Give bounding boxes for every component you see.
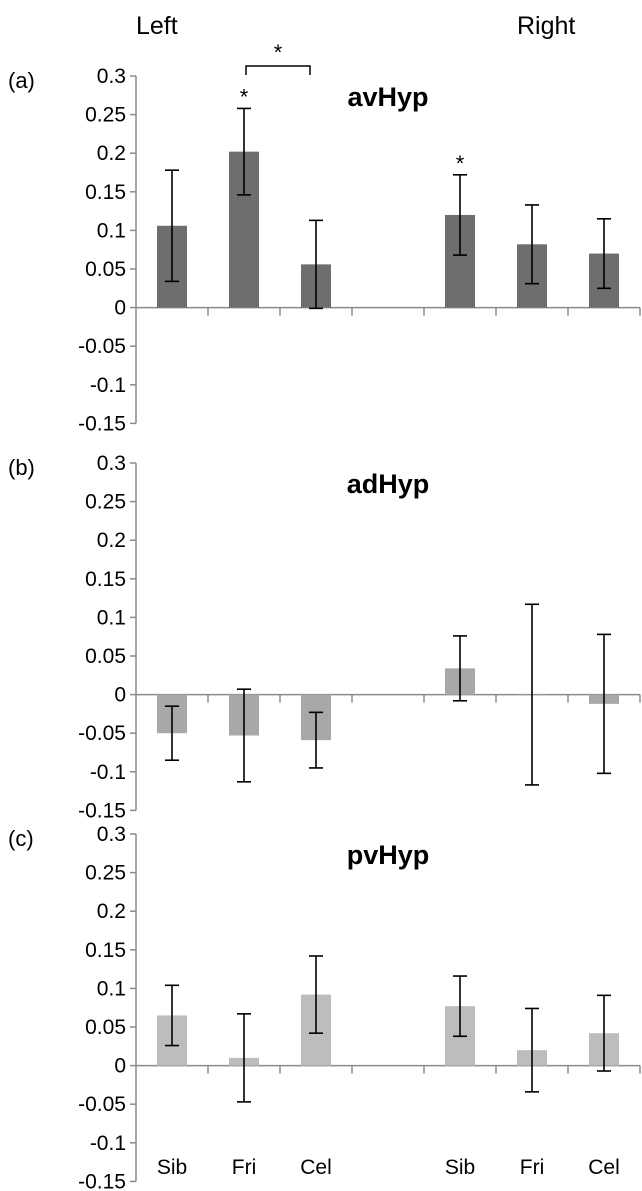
right-side-label: Right (517, 12, 575, 40)
y-tick-label: 0.2 (97, 900, 126, 923)
significance-bracket (245, 65, 311, 75)
chart-panels: (a) avHyp 0.3 0.25 0.2 0.15 0.1 0.05 0 -0.05 -0.1 -… (8, 40, 641, 1191)
y-tick-label: -0.15 (78, 1170, 126, 1191)
y-tick-label: 0.3 (97, 452, 126, 475)
y-tick-label: 0.1 (97, 977, 126, 1000)
y-tick-label: 0.3 (97, 823, 126, 846)
y-tick-label: -0.1 (90, 761, 126, 784)
y-tick-label: 0.05 (85, 258, 126, 281)
panel-title: pvHyp (347, 840, 430, 870)
y-tick-label: -0.15 (78, 412, 126, 435)
y-tick-label: 0.2 (97, 529, 126, 552)
y-tick-label: 0.05 (85, 645, 126, 668)
y-tick-label: 0 (114, 1055, 126, 1078)
y-tick-label: 0 (114, 684, 126, 707)
panel-label: (b) (8, 455, 35, 480)
category-label: Fri (232, 1156, 257, 1179)
y-tick-label: 0.3 (97, 65, 126, 88)
panel-pvHyp: (c) pvHyp 0.3 0.25 0.2 0.15 0.1 0.05 0 -0.05 -0.1 -… (8, 823, 641, 1191)
panel-adHyp: (b) adHyp 0.3 0.25 0.2 0.15 0.1 0.05 0 -0.05 -0.1 -… (8, 452, 641, 822)
y-tick-label: 0.2 (97, 142, 126, 165)
y-tick-label: 0.15 (85, 568, 126, 591)
y-tick-label: 0.25 (85, 862, 126, 885)
significance-star: * (274, 40, 283, 65)
category-label: Cel (300, 1156, 332, 1179)
y-tick-label: -0.1 (90, 374, 126, 397)
y-tick-label: 0.1 (97, 606, 126, 629)
category-label: Cel (588, 1156, 620, 1179)
panel-title: avHyp (347, 82, 428, 112)
significance-star: * (240, 84, 249, 109)
y-tick-label: 0.25 (85, 491, 126, 514)
panel-title: adHyp (347, 469, 430, 499)
y-tick-label: 0.25 (85, 104, 126, 127)
y-tick-label: 0.1 (97, 219, 126, 242)
y-tick-label: -0.1 (90, 1132, 126, 1155)
y-tick-label: -0.05 (78, 335, 126, 358)
y-tick-label: 0.15 (85, 181, 126, 204)
panel-label: (c) (8, 826, 34, 851)
y-tick-label: 0 (114, 297, 126, 320)
panel-label: (a) (8, 68, 35, 93)
category-label: Sib (157, 1156, 187, 1179)
y-tick-label: 0.05 (85, 1016, 126, 1039)
panel-avHyp: (a) avHyp 0.3 0.25 0.2 0.15 0.1 0.05 0 -0.05 -0.1 -… (8, 40, 641, 435)
category-label: Sib (445, 1156, 475, 1179)
y-tick-label: 0.15 (85, 939, 126, 962)
y-tick-label: -0.15 (78, 799, 126, 822)
y-tick-label: -0.05 (78, 722, 126, 745)
y-tick-label: -0.05 (78, 1093, 126, 1116)
left-side-label: Left (136, 12, 178, 40)
significance-star: * (456, 151, 465, 176)
category-label: Fri (520, 1156, 545, 1179)
